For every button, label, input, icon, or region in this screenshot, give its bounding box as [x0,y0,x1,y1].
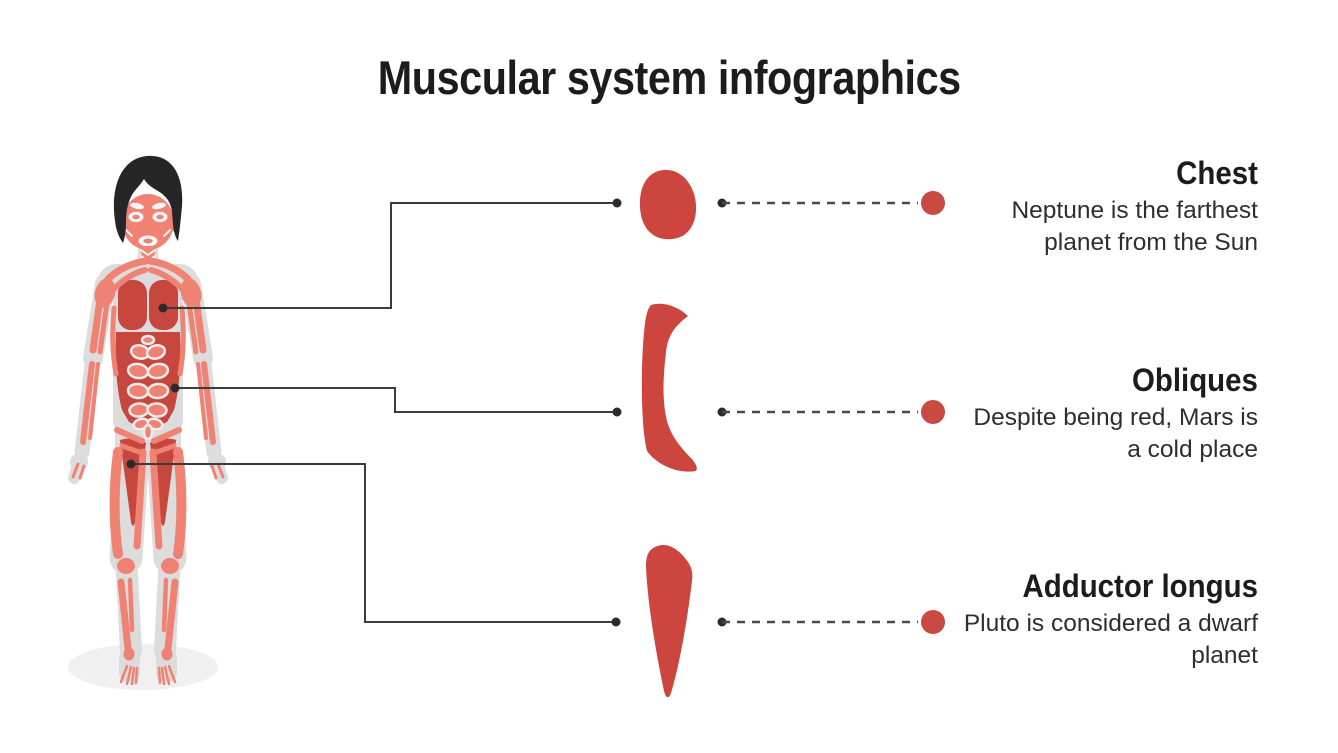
chest-callout [158,169,945,313]
adductor-longus-muscle-shape [646,544,693,698]
obliques-callout [170,303,945,472]
muscle-description-obliques: Despite being red, Mars is a cold place [973,403,1258,464]
muscle-description-chest: Neptune is the farthest planet from the … [1011,196,1258,257]
anchor-dot-obliques-body [170,383,180,393]
chest-muscle-shape [639,169,697,240]
knee-right [161,558,179,574]
anchor-dot-adductor-body [126,459,136,469]
leader-line-obliques [175,387,617,413]
hair [113,155,183,243]
muscle-name-obliques: Obliques [958,362,1258,399]
leader-line-adductor [131,463,616,623]
anchor-dot-chest-body [158,303,168,313]
human-muscular-figure [68,155,228,690]
info-block-adductor-longus: Adductor longus Pluto is considered a dw… [958,568,1258,673]
page-title-text: Muscular system infographics [377,51,961,104]
muscle-name-chest-text: Chest [1176,155,1258,191]
knee-left [117,558,135,574]
anchor-dot-chest-end [612,198,622,208]
pectoral-left [118,280,147,330]
page-title: Muscular system infographics [0,50,1338,105]
anchor-dot-adductor-end [611,617,621,627]
anchor-dot-obliques-end [612,407,622,417]
abs [126,334,170,441]
muscle-name-obliques-text: Obliques [1132,362,1258,398]
adductor-callout [126,459,945,698]
info-block-chest: Chest Neptune is the farthest planet fro… [958,155,1258,260]
muscle-name-chest: Chest [958,155,1258,192]
adductor-marker-circle [921,610,945,634]
obliques-muscle-shape [641,303,697,472]
leader-line-chest [163,202,617,309]
floor-shadow [68,644,218,690]
info-block-obliques: Obliques Despite being red, Mars is a co… [958,362,1258,467]
muscle-name-adductor-longus: Adductor longus [958,568,1258,605]
chest-marker-circle [921,191,945,215]
muscle-name-adductor-longus-text: Adductor longus [1022,568,1258,604]
surface-muscles [71,194,225,686]
obliques-marker-circle [921,400,945,424]
muscle-description-adductor-longus: Pluto is considered a dwarf planet [963,609,1258,670]
